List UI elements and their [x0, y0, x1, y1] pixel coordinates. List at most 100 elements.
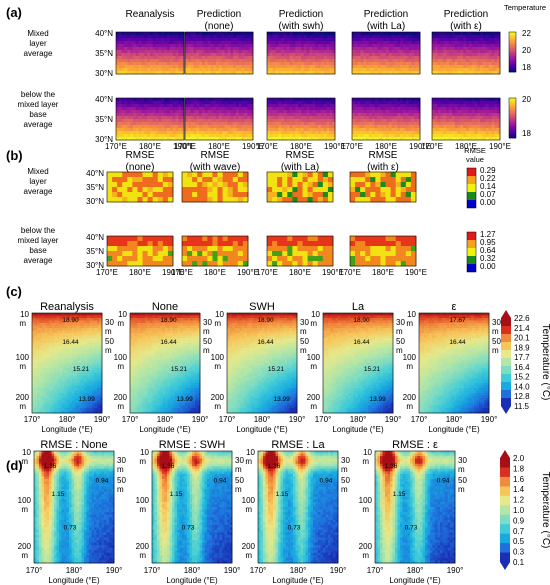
heat-cell: [233, 62, 236, 65]
heat-cell: [125, 62, 128, 65]
heat-cell: [233, 107, 236, 110]
rmse-cell: [182, 187, 185, 190]
heat-cell: [361, 50, 364, 53]
heat-cell: [414, 98, 417, 101]
rmse-cell: [140, 249, 143, 252]
heat-cell: [205, 32, 208, 35]
rmse-cell: [130, 182, 133, 185]
heat-cell: [363, 50, 366, 53]
heat-cell: [270, 41, 273, 44]
heat-cell: [455, 53, 458, 56]
rmse-cell: [368, 180, 371, 183]
heat-cell: [486, 47, 489, 50]
heat-cell: [329, 134, 332, 137]
rmse-cell: [132, 197, 135, 200]
heat-cell: [278, 41, 281, 44]
heat-cell: [125, 50, 128, 53]
heat-cell: [443, 101, 446, 104]
heat-cell: [363, 134, 366, 137]
heat-cell: [225, 47, 228, 50]
rmse-cell: [358, 195, 361, 198]
rmse-cell: [272, 190, 275, 193]
heat-cell: [449, 59, 452, 62]
heat-cell: [191, 32, 194, 35]
heat-cell: [228, 59, 231, 62]
rmse-cell: [107, 197, 110, 200]
heat-cell: [216, 101, 219, 104]
heat-cell: [167, 104, 170, 107]
heat-cell: [358, 122, 361, 125]
heat-cell: [480, 113, 483, 116]
heat-cell: [295, 47, 298, 50]
heat-cell: [247, 44, 250, 47]
heat-cell: [307, 50, 310, 53]
heat-cell: [458, 44, 461, 47]
y-tick-label: 35°N: [95, 115, 113, 124]
rmse-cell: [117, 239, 120, 242]
heat-cell: [191, 113, 194, 116]
heat-cell: [395, 68, 398, 71]
heat-cell: [247, 125, 250, 128]
rmse-cell: [313, 192, 316, 195]
rmse-cell: [168, 185, 171, 188]
heat-cell: [304, 62, 307, 65]
heat-cell: [363, 68, 366, 71]
heat-cell: [213, 38, 216, 41]
heat-cell: [355, 65, 358, 68]
heat-cell: [324, 32, 327, 35]
heat-cell: [222, 134, 225, 137]
heat-cell: [133, 101, 136, 104]
rmse-cell: [270, 180, 273, 183]
heat-cell: [361, 53, 364, 56]
heat-cell: [397, 59, 400, 62]
heat-cell: [245, 119, 248, 122]
rmse-cell: [140, 197, 143, 200]
heat-cell: [267, 56, 270, 59]
rmse-cell: [132, 236, 135, 239]
heat-cell: [363, 53, 366, 56]
rmse-cell: [145, 236, 148, 239]
heat-cell: [321, 101, 324, 104]
heat-cell: [236, 59, 239, 62]
rmse-cell: [202, 190, 205, 193]
heat-cell: [176, 56, 179, 59]
heat-cell: [205, 113, 208, 116]
heat-cell: [372, 68, 375, 71]
rmse-cell: [272, 180, 275, 183]
rmse-cell: [373, 172, 376, 175]
rmse-cell: [190, 172, 193, 175]
heat-cell: [273, 59, 276, 62]
heat-cell: [409, 134, 412, 137]
heat-cell: [267, 68, 270, 71]
heat-cell: [406, 47, 409, 50]
heat-cell: [116, 116, 119, 119]
rmse-cell: [297, 185, 300, 188]
rmse-cell: [168, 182, 171, 185]
rmse-cell: [386, 185, 389, 188]
heat-cell: [321, 134, 324, 137]
rmse-cell: [125, 190, 128, 193]
heat-cell: [455, 122, 458, 125]
rmse-cell: [120, 241, 123, 244]
rmse-cell: [168, 177, 171, 180]
rmse-cell: [140, 241, 143, 244]
rmse-cell: [197, 180, 200, 183]
heat-cell: [130, 65, 133, 68]
rmse-cell: [110, 236, 113, 239]
heat-cell: [380, 107, 383, 110]
heat-cell: [194, 59, 197, 62]
rmse-cell: [401, 187, 404, 190]
heat-cell: [494, 62, 497, 65]
rmse-cell: [190, 195, 193, 198]
heat-cell: [199, 122, 202, 125]
heat-cell: [458, 119, 461, 122]
heat-cell: [321, 98, 324, 101]
heat-cell: [386, 101, 389, 104]
heat-cell: [199, 134, 202, 137]
heat-cell: [441, 125, 444, 128]
heat-cell: [202, 50, 205, 53]
rmse-cell: [230, 195, 233, 198]
heat-cell: [225, 128, 228, 131]
heat-cell: [463, 50, 466, 53]
rmse-cell: [120, 195, 123, 198]
